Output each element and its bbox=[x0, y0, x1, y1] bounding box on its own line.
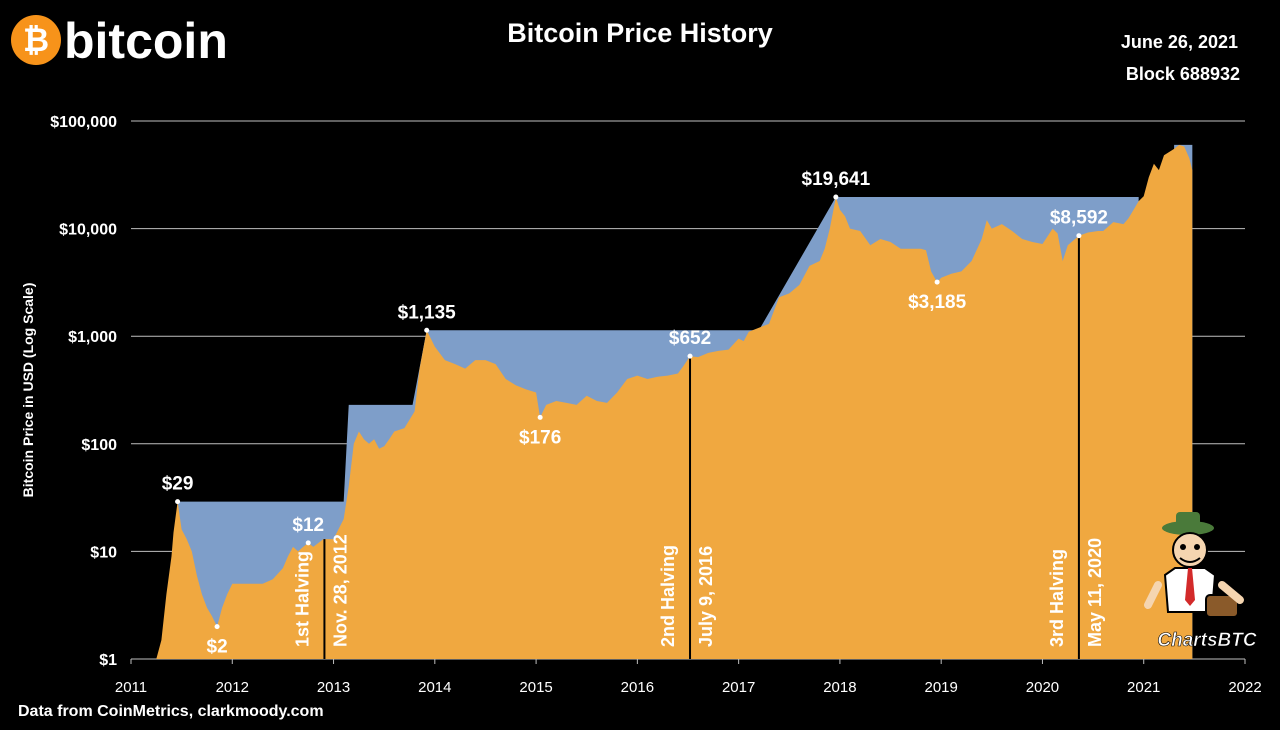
x-tick-label-1: 2012 bbox=[216, 679, 249, 696]
annotation-label-3: $1,135 bbox=[398, 302, 457, 323]
y-tick-label-1: $10 bbox=[90, 544, 117, 561]
annotation-dot-0 bbox=[175, 499, 181, 505]
halving-label-0-date: Nov. 28, 2012 bbox=[330, 534, 350, 647]
annotation-dot-8 bbox=[1076, 233, 1082, 239]
annotation-dot-4 bbox=[537, 414, 543, 420]
date-label: June 26, 2021 bbox=[1121, 32, 1238, 52]
y-axis-ticks: $1 $10 $100 $1,000 $10,000 $100,000 bbox=[50, 114, 117, 669]
annotation-label-0: $29 bbox=[162, 474, 194, 495]
annotation-label-4: $176 bbox=[519, 427, 561, 448]
bitcoin-logo-icon bbox=[11, 15, 61, 65]
annotation-label-5: $652 bbox=[669, 328, 711, 349]
annotation-label-2: $12 bbox=[292, 515, 324, 536]
data-source: Data from CoinMetrics, clarkmoody.com bbox=[18, 703, 324, 720]
halving-label-2-date: May 11, 2020 bbox=[1085, 538, 1105, 647]
annotation-dot-6 bbox=[833, 194, 839, 200]
annotation-dot-7 bbox=[934, 279, 940, 285]
halving-label-1-date: July 9, 2016 bbox=[696, 546, 716, 647]
y-tick-label-5: $100,000 bbox=[50, 114, 117, 131]
bitcoin-logo-text: bitcoin bbox=[64, 13, 228, 69]
price-area bbox=[131, 144, 1193, 659]
x-tick-label-5: 2016 bbox=[621, 679, 654, 696]
chartsbtc-watermark: ChartsBTC bbox=[1157, 630, 1257, 651]
price-annotations: $29 $2 $12 $1,135 $176 $652 $19,641 $3,185 $8,59… bbox=[162, 169, 1108, 658]
chart-title: Bitcoin Price History bbox=[507, 18, 773, 48]
annotation-dot-3 bbox=[424, 327, 430, 333]
y-tick-label-4: $10,000 bbox=[59, 222, 117, 239]
y-tick-label-2: $100 bbox=[81, 437, 117, 454]
annotation-dot-5 bbox=[687, 353, 693, 359]
x-tick-label-3: 2014 bbox=[418, 679, 451, 696]
annotation-label-7: $3,185 bbox=[908, 292, 967, 313]
annotation-label-8: $8,592 bbox=[1050, 208, 1108, 229]
price-series-area bbox=[131, 144, 1193, 659]
halving-label-1-name: 2nd Halving bbox=[658, 545, 678, 647]
chartsbtc-mascot-icon bbox=[1144, 512, 1244, 618]
block-label: Block 688932 bbox=[1126, 64, 1240, 84]
bitcoin-logo-symbol: ₿ bbox=[23, 22, 49, 58]
x-tick-label-10: 2021 bbox=[1127, 679, 1160, 696]
x-tick-label-7: 2018 bbox=[823, 679, 856, 696]
x-axis-ticks: 2011 2012 2013 2014 2015 2016 2017 2018 2019 2020… bbox=[115, 659, 1262, 696]
y-tick-label-3: $1,000 bbox=[68, 329, 117, 346]
bitcoin-logo: ₿ bitcoin bbox=[11, 13, 228, 69]
x-tick-label-8: 2019 bbox=[924, 679, 957, 696]
x-tick-label-6: 2017 bbox=[722, 679, 755, 696]
y-axis-title: Bitcoin Price in USD (Log Scale) bbox=[20, 283, 36, 498]
halving-label-2-name: 3rd Halving bbox=[1047, 549, 1067, 647]
annotation-label-1: $2 bbox=[207, 637, 228, 658]
x-tick-label-2: 2013 bbox=[317, 679, 350, 696]
halving-markers: 1st Halving Nov. 28, 2012 2nd Halving July … bbox=[292, 235, 1105, 659]
annotation-dot-2 bbox=[305, 540, 311, 546]
annotation-label-6: $19,641 bbox=[802, 169, 871, 190]
x-tick-label-0: 2011 bbox=[115, 679, 147, 696]
annotation-dot-1 bbox=[214, 624, 220, 630]
halving-label-0-name: 1st Halving bbox=[292, 551, 312, 647]
y-tick-label-0: $1 bbox=[99, 652, 117, 669]
x-tick-label-9: 2020 bbox=[1026, 679, 1059, 696]
x-tick-label-4: 2015 bbox=[519, 679, 552, 696]
x-tick-label-11: 2022 bbox=[1228, 679, 1261, 696]
